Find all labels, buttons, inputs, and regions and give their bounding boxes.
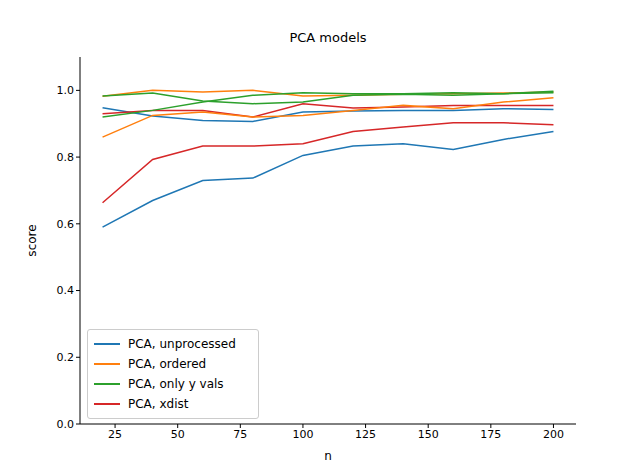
svg-text:175: 175 (480, 428, 501, 441)
svg-text:150: 150 (418, 428, 439, 441)
svg-text:n: n (324, 449, 332, 463)
svg-text:0.0: 0.0 (57, 418, 75, 431)
html-text:PCA, only y vals: PCA, only y vals (128, 377, 224, 391)
svg-text:100: 100 (292, 428, 313, 441)
html-text:PCA, ordered: PCA, ordered (128, 357, 207, 371)
svg-text:125: 125 (355, 428, 376, 441)
svg-text:0.4: 0.4 (57, 284, 75, 297)
html-text:PCA models: PCA models (289, 30, 367, 45)
svg-text:25: 25 (108, 428, 122, 441)
svg-text:50: 50 (171, 428, 185, 441)
svg-text:0.6: 0.6 (57, 218, 75, 231)
svg-text:0.8: 0.8 (57, 151, 75, 164)
svg-text:score: score (25, 224, 39, 256)
svg-text:0.2: 0.2 (57, 351, 75, 364)
html-text:PCA, unprocessed: PCA, unprocessed (128, 337, 236, 351)
svg-text:75: 75 (233, 428, 247, 441)
svg-text:1.0: 1.0 (57, 84, 75, 97)
html-text:PCA, xdist: PCA, xdist (128, 397, 189, 411)
svg-text:200: 200 (543, 428, 564, 441)
